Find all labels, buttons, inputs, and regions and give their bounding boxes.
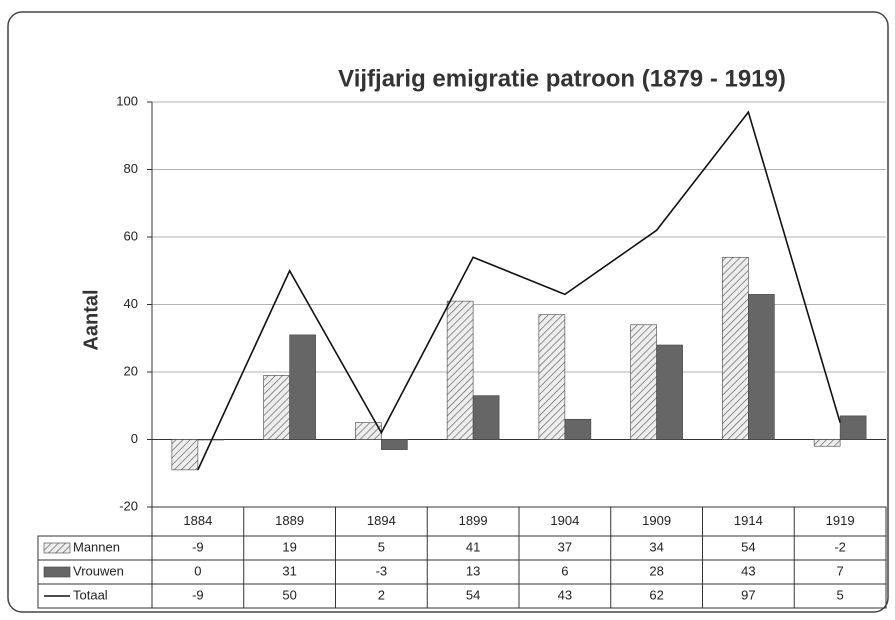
x-tick-label: 1884 <box>183 513 212 528</box>
bar <box>381 439 408 450</box>
bar <box>630 324 657 440</box>
bar <box>839 415 867 440</box>
bar <box>748 294 775 440</box>
table-cell: 37 <box>558 539 572 554</box>
x-tick-label: 1904 <box>550 513 579 528</box>
y-tick-label: 40 <box>124 296 138 311</box>
table-cell: 5 <box>837 587 844 602</box>
chart-title: Vijfjarig emigratie patroon (1879 - 1919… <box>338 65 786 92</box>
y-tick-label: -20 <box>119 498 138 513</box>
y-axis-label: Aantal <box>80 289 102 350</box>
bar <box>263 375 290 440</box>
table-cell: 97 <box>741 587 755 602</box>
table-cell: 43 <box>741 563 755 578</box>
table-cell: 62 <box>649 587 663 602</box>
table-cell: -9 <box>192 587 204 602</box>
table-cell: 43 <box>558 587 572 602</box>
line-series <box>197 110 841 471</box>
bar <box>171 439 199 471</box>
bar <box>446 300 474 440</box>
bar <box>289 334 316 440</box>
table-cell: 54 <box>466 587 480 602</box>
bar <box>564 418 592 440</box>
bar <box>472 395 500 440</box>
table-cell: 50 <box>282 587 296 602</box>
y-tick-label: 80 <box>124 161 138 176</box>
bar <box>538 314 566 440</box>
y-tick-label: 0 <box>131 431 138 446</box>
bar <box>656 344 683 440</box>
x-tick-label: 1909 <box>642 513 671 528</box>
table-cell: -3 <box>376 563 388 578</box>
legend-label: Vrouwen <box>73 563 124 578</box>
bar <box>722 256 749 440</box>
x-tick-label: 1914 <box>734 513 763 528</box>
y-tick-label: 20 <box>124 363 138 378</box>
table-cell: 31 <box>282 563 296 578</box>
table-cell: 0 <box>194 563 201 578</box>
table-cell: 2 <box>378 587 385 602</box>
table-cell: 28 <box>649 563 663 578</box>
legend-label: Mannen <box>73 539 120 554</box>
table-cell: 7 <box>837 563 844 578</box>
x-tick-label: 1899 <box>459 513 488 528</box>
table-cell: 34 <box>649 539 663 554</box>
y-tick-label: 60 <box>124 228 138 243</box>
legend-label: Totaal <box>73 587 108 602</box>
table-cell: -9 <box>192 539 204 554</box>
legend-swatch <box>43 566 71 578</box>
table-cell: 5 <box>378 539 385 554</box>
table-cell: -2 <box>834 539 846 554</box>
table-cell: 13 <box>466 563 480 578</box>
legend-swatch <box>43 542 71 554</box>
table-cell: 19 <box>282 539 296 554</box>
bar <box>813 439 841 447</box>
x-tick-label: 1889 <box>275 513 304 528</box>
x-tick-label: 1919 <box>826 513 855 528</box>
table-cell: 6 <box>561 563 568 578</box>
x-tick-label: 1894 <box>367 513 396 528</box>
y-tick-label: 100 <box>116 93 138 108</box>
table-cell: 41 <box>466 539 480 554</box>
table-cell: 54 <box>741 539 755 554</box>
